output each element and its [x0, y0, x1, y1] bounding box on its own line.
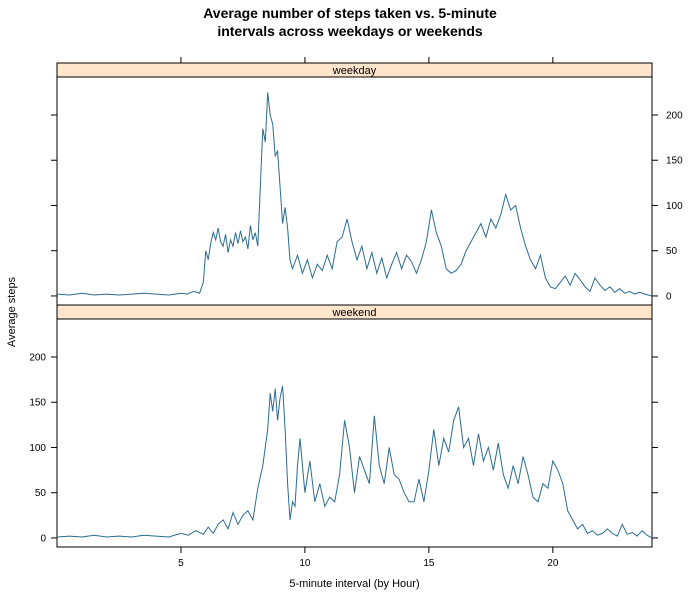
- series-line-weekend: [56, 385, 653, 539]
- y-axis-right: 0 50 100 150 200: [652, 111, 683, 302]
- chart-title-line-1: Average number of steps taken vs. 5-minu…: [203, 5, 497, 21]
- y-axis-left-ticks-weekday: [51, 114, 57, 297]
- y-axis-left: 0 50 100 150 200: [29, 353, 57, 544]
- y-tick-label-right: 0: [666, 291, 672, 302]
- y-tick-label-left: 50: [35, 488, 47, 499]
- y-tick-label-right: 200: [666, 111, 683, 122]
- y-tick-label-left: 200: [29, 353, 46, 364]
- y-tick-label-right: 100: [666, 201, 683, 212]
- chart-title: Average number of steps taken vs. 5-minu…: [0, 4, 700, 40]
- panel-frame-weekend: [56, 304, 653, 548]
- series-line-weekday: [56, 92, 653, 297]
- y-tick-label-right: 150: [666, 156, 683, 167]
- x-axis-label: 5-minute interval (by Hour): [289, 578, 419, 590]
- x-tick-label: 20: [547, 558, 559, 569]
- panel-weekday: weekday 0 50 100 150 200: [51, 57, 683, 306]
- x-axis-top-ticks: [180, 57, 554, 63]
- x-tick-label: 15: [423, 558, 435, 569]
- chart-title-line-2: intervals across weekdays or weekends: [217, 23, 483, 39]
- strip-label-weekend: weekend: [331, 307, 376, 319]
- y-tick-label-right: 50: [666, 246, 678, 257]
- y-tick-label-left: 0: [40, 533, 46, 544]
- strip-weekday: [56, 62, 653, 78]
- panel-frame-weekday: [56, 62, 653, 306]
- strip-label-weekday: weekday: [332, 65, 377, 77]
- y-axis-label: Average steps: [6, 276, 18, 347]
- panel-weekend: weekend 0 50 100 150 200 5 10 15 20: [29, 304, 658, 569]
- y-axis-right-ticks-weekend: [652, 356, 658, 539]
- x-axis-bottom: 5 10 15 20: [178, 547, 559, 569]
- y-tick-label-left: 100: [29, 443, 46, 454]
- y-tick-label-left: 150: [29, 398, 46, 409]
- x-tick-label: 5: [178, 558, 184, 569]
- strip-weekend: [56, 304, 653, 320]
- x-tick-label: 10: [299, 558, 311, 569]
